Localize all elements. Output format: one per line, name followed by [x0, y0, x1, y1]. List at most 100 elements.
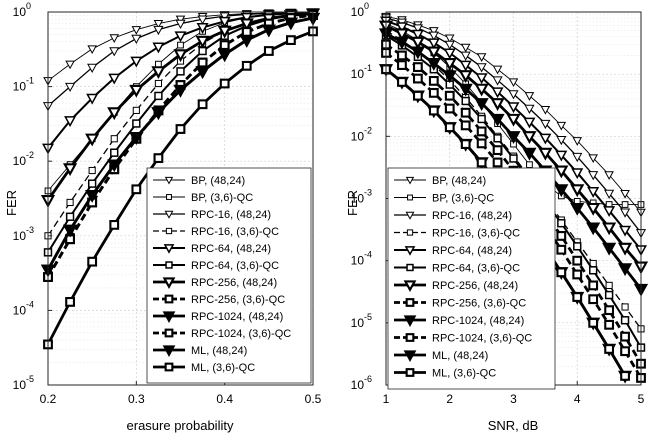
- data-point: [621, 201, 629, 208]
- data-point: [87, 45, 97, 55]
- data-point: [86, 93, 99, 105]
- data-point: [131, 184, 142, 195]
- data-point: [173, 84, 188, 98]
- y-tick-exponent: -3: [26, 225, 34, 235]
- data-point: [412, 90, 423, 101]
- data-point: [87, 63, 98, 73]
- data-point: [474, 98, 489, 111]
- data-point: [492, 76, 503, 86]
- x-tick-label: 0.5: [305, 392, 322, 406]
- data-point: [109, 219, 120, 230]
- legend-marker: [407, 194, 413, 201]
- data-point: [604, 189, 615, 199]
- data-point: [442, 70, 457, 84]
- legend-entry: ML, (48,24): [394, 350, 488, 362]
- legend-marker: [405, 333, 415, 342]
- legend-entry: BP, (3,6)-QC: [394, 193, 494, 205]
- data-point: [397, 77, 407, 87]
- legend-entry: RPC-1024, (48,24): [394, 315, 524, 327]
- y-tick-base: 10: [351, 192, 365, 206]
- y-tick-exponent: -5: [26, 374, 34, 384]
- x-tick-label: 4: [574, 392, 581, 406]
- y-tick-label: 10 -5: [13, 374, 34, 392]
- data-point: [283, 17, 298, 31]
- data-point: [154, 91, 163, 101]
- legend-marker: [403, 350, 417, 362]
- data-point: [219, 12, 230, 22]
- data-point: [129, 84, 144, 98]
- data-point: [571, 168, 584, 180]
- legend-label: RPC-16, (3,6)-QC: [432, 228, 520, 240]
- y-tick-base: 10: [13, 378, 27, 392]
- data-point: [444, 122, 455, 133]
- data-point: [491, 87, 504, 99]
- y-tick-base: 10: [351, 254, 365, 268]
- data-point: [428, 75, 439, 86]
- data-point: [217, 25, 232, 39]
- legend-label: RPC-1024, (3,6)-QC: [432, 333, 532, 345]
- legend-entry: RPC-64, (3,6)-QC: [153, 260, 279, 272]
- legend-label: RPC-64, (48,24): [191, 243, 271, 255]
- y-tick-exponent: -1: [26, 76, 34, 86]
- data-point: [620, 331, 630, 342]
- data-point: [429, 27, 439, 36]
- data-point: [556, 244, 567, 255]
- x-tick-label: 0.2: [40, 392, 57, 406]
- y-tick-exponent: -6: [364, 374, 372, 384]
- data-point: [506, 113, 521, 127]
- data-point: [151, 107, 166, 121]
- data-point: [241, 60, 252, 71]
- data-point: [152, 42, 165, 54]
- data-point: [63, 163, 78, 177]
- data-point: [195, 35, 210, 49]
- data-point: [110, 135, 118, 143]
- data-point: [444, 103, 455, 114]
- legend-marker: [166, 194, 172, 200]
- data-point: [605, 281, 613, 289]
- data-point: [620, 316, 630, 325]
- legend-label: BP, (3,6)-QC: [432, 193, 494, 205]
- data-point: [129, 131, 144, 145]
- data-point: [411, 29, 424, 41]
- data-point: [588, 294, 599, 305]
- data-point: [154, 79, 162, 88]
- data-point: [572, 292, 583, 302]
- data-point: [493, 134, 502, 143]
- data-point: [444, 40, 455, 50]
- data-point: [572, 255, 583, 266]
- data-point: [524, 92, 535, 101]
- legend-entry: ML, (48,24): [153, 345, 247, 357]
- y-tick-exponent: 0: [26, 1, 31, 11]
- legend-label: RPC-256, (3,6)-QC: [432, 298, 526, 310]
- legend-label: RPC-64, (3,6)-QC: [191, 260, 279, 272]
- data-point: [395, 22, 408, 34]
- data-point: [474, 83, 489, 97]
- legend-marker: [406, 263, 414, 272]
- legend-label: ML, (3,6)-QC: [191, 362, 255, 374]
- series-11: [40, 12, 321, 278]
- legend-entry: RPC-256, (48,24): [394, 280, 518, 292]
- data-point: [442, 58, 457, 71]
- legend-marker: [165, 261, 173, 269]
- data-point: [492, 145, 503, 156]
- legend-label: ML, (48,24): [191, 345, 247, 357]
- right-x-axis-label: SNR, dB: [488, 418, 539, 433]
- data-point: [570, 184, 585, 198]
- data-point: [195, 66, 210, 80]
- y-tick-exponent: 0: [364, 1, 369, 11]
- data-point: [522, 147, 537, 161]
- data-point: [588, 266, 598, 275]
- y-tick-label: 10 -1: [351, 63, 372, 81]
- legend-marker: [405, 368, 415, 377]
- legend-label: BP, (48,24): [432, 175, 486, 187]
- data-point: [508, 90, 519, 100]
- series-12: [43, 26, 318, 350]
- data-point: [490, 113, 505, 127]
- data-point: [460, 51, 471, 61]
- legend-marker: [405, 211, 415, 220]
- left-y-axis-label: FER: [4, 190, 19, 216]
- data-point: [556, 135, 567, 146]
- data-point: [573, 242, 582, 251]
